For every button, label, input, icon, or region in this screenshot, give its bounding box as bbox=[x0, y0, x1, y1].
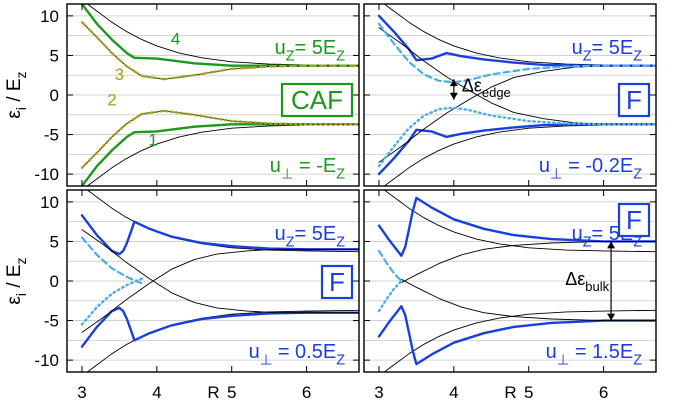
y-tick-label: -5 bbox=[44, 126, 59, 145]
x-tick-label: 5 bbox=[524, 383, 533, 402]
uz-label: uZ= 5EZ bbox=[275, 37, 346, 64]
x-tick-label: 4 bbox=[152, 383, 161, 402]
y-tick-label: 10 bbox=[40, 193, 59, 212]
phase-badge-label: F bbox=[626, 205, 642, 235]
phase-badge-box bbox=[617, 202, 651, 238]
arrow-head-top bbox=[449, 79, 458, 87]
mode-number: 2 bbox=[107, 90, 116, 109]
uperp-label: u⊥ = -EZ bbox=[270, 155, 345, 182]
x-axis-label: R bbox=[207, 383, 219, 402]
x-tick-label: 3 bbox=[77, 383, 86, 402]
phase-badge-box bbox=[320, 264, 354, 300]
series-dot-7 bbox=[80, 277, 144, 326]
series-main-3 bbox=[80, 306, 359, 348]
panel-caf: -10 -5 0 5 10 uZ= 5EZ u⊥ = -EZ CAF 4 3 2 1 bbox=[34, 3, 360, 187]
series-dot-7 bbox=[80, 109, 359, 169]
y-axis-label: εi / Ez bbox=[4, 71, 29, 118]
y-tick-label: -5 bbox=[44, 312, 59, 331]
series-mid-4 bbox=[400, 240, 656, 284]
series-main-2 bbox=[377, 14, 656, 67]
series-main-2 bbox=[80, 4, 359, 67]
series-dash-6 bbox=[377, 22, 656, 84]
series-main-3 bbox=[377, 305, 656, 366]
series-envelope-1 bbox=[86, 123, 359, 186]
x-tick-label: 4 bbox=[449, 383, 458, 402]
y-tick-label: 5 bbox=[50, 46, 59, 65]
phase-badge-label: F bbox=[626, 85, 642, 115]
mode-number: 4 bbox=[171, 29, 180, 48]
y-tick-label: 0 bbox=[50, 86, 59, 105]
y-tick-label: -10 bbox=[34, 351, 59, 370]
series-mid-4 bbox=[81, 248, 359, 333]
series-envelope-0 bbox=[86, 4, 359, 67]
uperp-label: u⊥ = 0.5EZ bbox=[249, 341, 346, 368]
x-axis-label: R bbox=[504, 383, 516, 402]
phase-badge-label: CAF bbox=[291, 85, 343, 115]
phase-badge-box bbox=[617, 82, 651, 118]
series-mid-5 bbox=[400, 278, 656, 322]
series-dot-7 bbox=[377, 106, 656, 168]
curves bbox=[80, 4, 359, 186]
series-dash-6 bbox=[377, 249, 403, 283]
uperp-label: u⊥ = 1.5EZ bbox=[546, 341, 643, 368]
panel-f2: -10 -5 0 5 10 3 4 5 6 RuZ= 5EZ u⊥ = 0.5EZ F bbox=[34, 189, 360, 402]
curves bbox=[80, 190, 359, 372]
phase-badge-label: F bbox=[329, 267, 345, 297]
y-axis-label: εi / Ez bbox=[4, 257, 29, 304]
arrow-head-bottom bbox=[607, 313, 616, 321]
phase-badge-box bbox=[280, 82, 354, 118]
annotation-label: Δεbulk bbox=[565, 269, 609, 294]
series-envelope-1 bbox=[383, 309, 656, 372]
x-tick-label: 3 bbox=[374, 383, 383, 402]
x-tick-label: 6 bbox=[599, 383, 608, 402]
y-tick-label: -10 bbox=[34, 165, 59, 184]
y-tick-label: 0 bbox=[50, 272, 59, 291]
panel-f1: uZ= 5EZ u⊥ = -0.2EZ F Δεedge bbox=[363, 3, 657, 187]
x-tick-label: 5 bbox=[227, 383, 236, 402]
series-dash-6 bbox=[80, 236, 143, 285]
series-main-2 bbox=[80, 214, 359, 256]
series-mid-5 bbox=[81, 229, 359, 314]
annotation-label: Δεedge bbox=[462, 75, 511, 100]
series-dot-7 bbox=[377, 279, 403, 313]
series-dash-6 bbox=[80, 21, 359, 81]
uz-label: uZ= 5EZ bbox=[275, 223, 346, 250]
arrow-head-bottom bbox=[449, 92, 458, 100]
y-tick-label: 5 bbox=[50, 232, 59, 251]
series-main-3 bbox=[377, 123, 656, 176]
curves bbox=[377, 4, 656, 186]
uperp-label: u⊥ = -0.2EZ bbox=[539, 155, 642, 182]
y-tick-label: 10 bbox=[40, 7, 59, 26]
x-tick-label: 6 bbox=[302, 383, 311, 402]
series-main-2 bbox=[377, 196, 656, 257]
arrow-head-top bbox=[607, 241, 616, 249]
mode-number: 1 bbox=[148, 131, 157, 150]
curves bbox=[377, 190, 656, 372]
uz-label: uZ= 5EZ bbox=[572, 37, 643, 64]
series-envelope-0 bbox=[383, 190, 656, 253]
mode-number: 3 bbox=[115, 65, 124, 84]
